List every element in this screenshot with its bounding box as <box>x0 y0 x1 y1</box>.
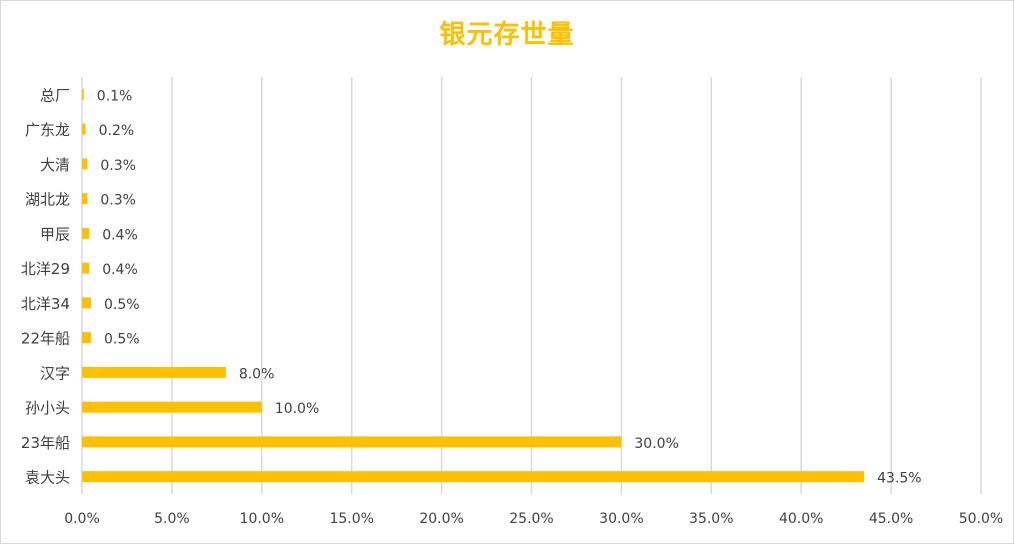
data-label: 0.5% <box>104 297 140 313</box>
bar <box>82 227 90 239</box>
x-tick-label: 20.0% <box>419 511 463 527</box>
bar <box>82 436 622 448</box>
y-tick-label: 孙小头 <box>25 399 70 417</box>
y-tick-label: 汉字 <box>40 364 70 382</box>
y-tick-label: 22年船 <box>21 330 70 348</box>
x-tick-label: 0.0% <box>64 511 100 527</box>
x-tick-label: 50.0% <box>959 511 1003 527</box>
data-label: 0.5% <box>104 332 140 348</box>
bar <box>82 262 90 274</box>
bar <box>82 332 91 344</box>
y-tick-label: 大清 <box>40 156 70 174</box>
chart-title: 银元存世量 <box>439 20 575 50</box>
data-label: 0.3% <box>100 193 136 209</box>
x-tick-label: 45.0% <box>869 511 913 527</box>
data-label: 0.1% <box>97 88 133 104</box>
y-tick-label: 北洋29 <box>21 260 70 278</box>
data-label: 0.4% <box>102 227 138 243</box>
x-tick-label: 30.0% <box>599 511 643 527</box>
bar <box>82 401 262 413</box>
y-tick-label: 甲辰 <box>40 225 70 243</box>
y-tick-label: 湖北龙 <box>25 191 70 209</box>
y-tick-label: 北洋34 <box>21 295 70 313</box>
bar <box>82 88 84 100</box>
y-tick-label: 广东龙 <box>25 121 70 139</box>
x-tick-label: 40.0% <box>779 511 823 527</box>
data-label: 8.0% <box>239 366 275 382</box>
y-tick-label: 23年船 <box>21 434 70 452</box>
x-tick-label: 15.0% <box>329 511 373 527</box>
y-tick-label: 总厂 <box>40 86 70 104</box>
bar <box>82 123 86 135</box>
bar <box>82 193 88 205</box>
bar <box>82 471 865 483</box>
data-label: 43.5% <box>877 471 921 487</box>
bar <box>82 158 88 170</box>
bar <box>82 366 226 378</box>
data-label: 0.2% <box>99 123 135 139</box>
data-label: 0.3% <box>100 158 136 174</box>
y-tick-label: 袁大头 <box>25 469 70 487</box>
x-tick-label: 35.0% <box>689 511 733 527</box>
data-label: 30.0% <box>634 436 678 452</box>
x-tick-label: 25.0% <box>509 511 553 527</box>
x-tick-label: 10.0% <box>240 511 284 527</box>
data-label: 0.4% <box>102 262 138 278</box>
x-tick-label: 5.0% <box>154 511 190 527</box>
data-label: 10.0% <box>275 401 319 417</box>
bar <box>82 297 91 309</box>
